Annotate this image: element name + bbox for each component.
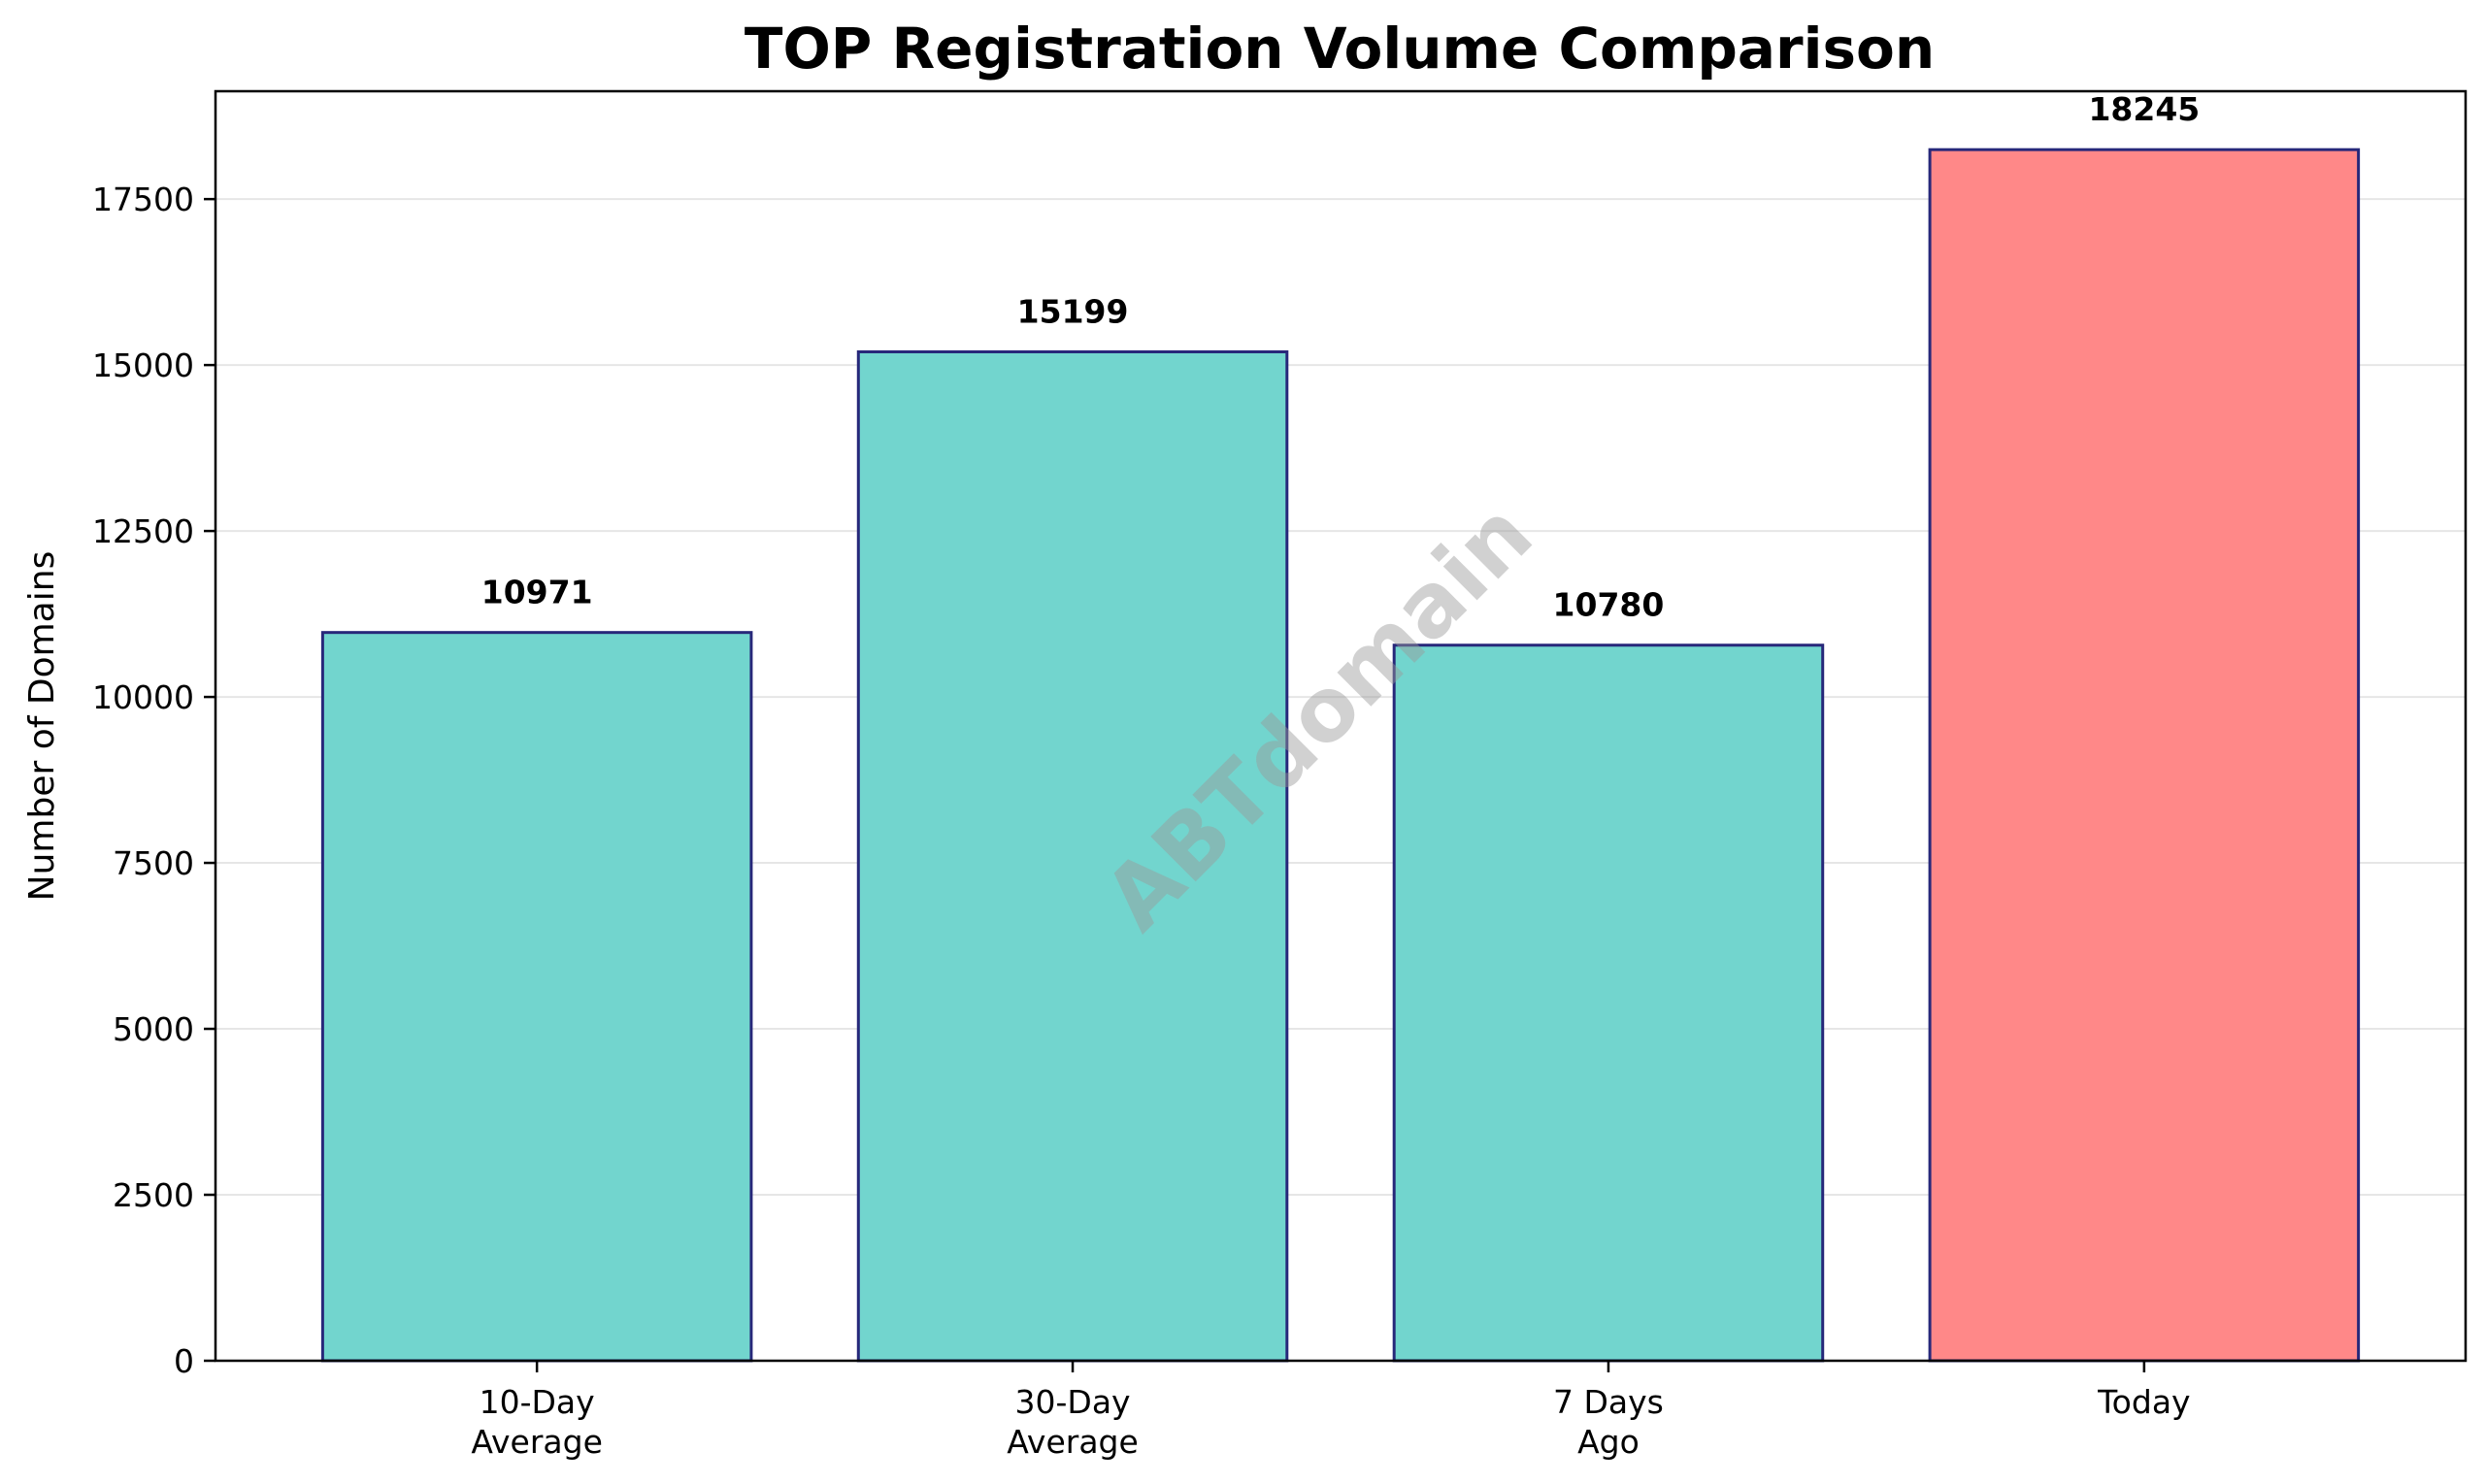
x-tick-label: Ago xyxy=(1577,1423,1640,1461)
x-tick-label: 7 Days xyxy=(1553,1383,1664,1421)
bar xyxy=(856,350,1289,1363)
bars xyxy=(320,148,2361,1363)
y-tick-label: 15000 xyxy=(92,346,194,384)
y-tick-label: 0 xyxy=(174,1342,194,1380)
y-tick-label: 17500 xyxy=(92,181,194,218)
y-tick-label: 7500 xyxy=(113,844,194,882)
y-tick-label: 5000 xyxy=(113,1010,194,1048)
chart-title: TOP Registration Volume Comparison xyxy=(745,16,1935,82)
y-tick-label: 12500 xyxy=(92,512,194,550)
bar xyxy=(320,631,753,1363)
data-label: 18245 xyxy=(2088,90,2200,128)
y-axis-ticks: 0 2500 5000 7500 10000 12500 15000 17500 xyxy=(92,181,215,1380)
y-tick-label: 10000 xyxy=(92,678,194,716)
bar xyxy=(1928,148,2361,1363)
axes xyxy=(214,89,2468,1363)
x-tick-label: 30-Day xyxy=(1015,1383,1131,1421)
plot-frame xyxy=(214,89,2468,1363)
data-label: 10971 xyxy=(481,574,593,611)
data-label: 15199 xyxy=(1017,293,1129,331)
x-tick-label: Average xyxy=(1007,1423,1139,1461)
bar xyxy=(1392,643,1825,1363)
x-tick-label: Average xyxy=(471,1423,603,1461)
x-tick-label: 10-Day xyxy=(480,1383,595,1421)
y-tick-label: 2500 xyxy=(113,1176,194,1214)
x-tick-label: Today xyxy=(2097,1383,2190,1421)
data-label: 10780 xyxy=(1553,586,1665,624)
data-labels: 10971 15199 10780 18245 xyxy=(481,90,2201,624)
y-axis-label: Number of Domains xyxy=(22,551,62,902)
